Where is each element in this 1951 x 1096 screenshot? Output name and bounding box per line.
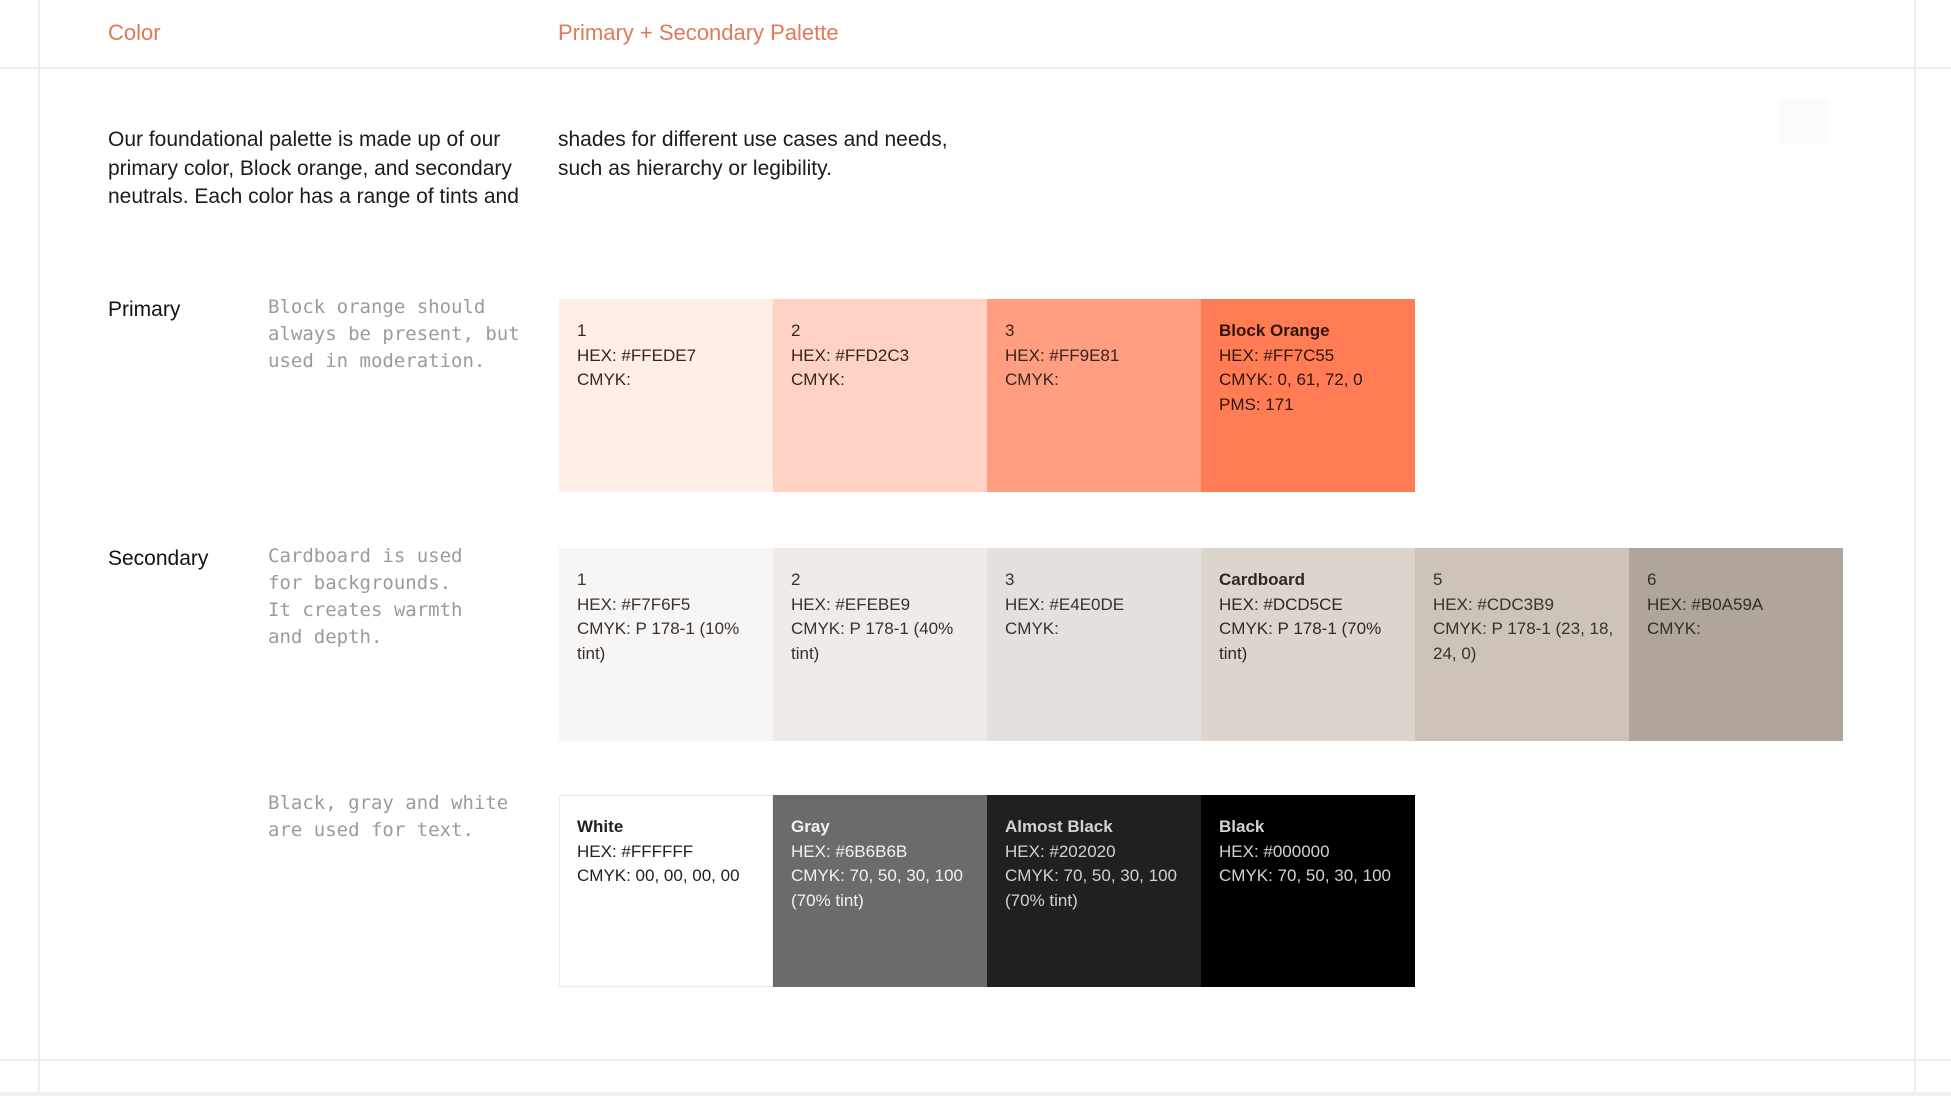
swatch-hex-value: HEX: #CDC3B9 xyxy=(1433,594,1554,614)
intro-line: primary color, Block orange, and seconda… xyxy=(108,156,512,180)
swatch-pms-value: PMS: 171 xyxy=(1219,394,1294,414)
page-title: Primary + Secondary Palette xyxy=(558,20,839,45)
swatch-cmyk-value: CMYK: 0, 61, 72, 0 xyxy=(1219,370,1363,389)
intro-line: such as hierarchy or legibility. xyxy=(558,156,832,180)
secondary-swatch-row: 1 HEX: #F7F6F5 CMYK: P 178-1 (10% tint) … xyxy=(559,548,1843,741)
swatch-name: Gray xyxy=(791,817,830,836)
swatch-name: White xyxy=(577,817,624,836)
intro-line: Our foundational palette is made up of o… xyxy=(108,128,501,151)
swatch-cmyk-value: CMYK: xyxy=(1005,619,1059,638)
swatch-hex-value: HEX: #202020 xyxy=(1005,841,1116,861)
intro-line: shades for different use cases and needs… xyxy=(558,128,948,151)
color-swatch: Cardboard HEX: #DCD5CE CMYK: P 178-1 (70… xyxy=(1201,548,1415,741)
secondary-row-label: Secondary xyxy=(108,547,209,570)
swatch-hex-value: HEX: #DCD5CE xyxy=(1219,594,1343,614)
swatch-cmyk-value: CMYK: xyxy=(577,370,631,389)
swatch-cmyk-value: CMYK: P 178-1 (70% tint) xyxy=(1219,619,1382,663)
secondary-usage-note: Cardboard is used for backgrounds. It cr… xyxy=(268,543,462,651)
intro-paragraph-right: shades for different use cases and needs… xyxy=(558,126,948,183)
swatch-hex-value: HEX: #FF7C55 xyxy=(1219,345,1335,365)
primary-swatch-row: 1 HEX: #FFEDE7 CMYK: 2 HEX: #FFD2C3 CMYK… xyxy=(559,299,1415,492)
intro-line: neutrals. Each color has a range of tint… xyxy=(108,185,519,208)
swatch-name: 3 xyxy=(1005,570,1015,589)
swatch-name: 2 xyxy=(791,321,801,340)
swatch-name: 3 xyxy=(1005,321,1015,340)
swatch-hex-value: HEX: #FFFFFF xyxy=(577,841,694,861)
swatch-name: 1 xyxy=(577,321,587,340)
swatch-hex-value: HEX: #FF9E81 xyxy=(1005,345,1120,365)
swatch-cmyk-value: CMYK: xyxy=(1647,619,1701,638)
swatch-name: Cardboard xyxy=(1219,570,1305,589)
color-swatch: 6 HEX: #B0A59A CMYK: xyxy=(1629,548,1843,741)
color-swatch: Black HEX: #000000 CMYK: 70, 50, 30, 100 xyxy=(1201,795,1415,987)
section-label-color: Color xyxy=(108,20,161,45)
note-line: for backgrounds. xyxy=(268,572,452,594)
text-colors-swatch-row: White HEX: #FFFFFF CMYK: 00, 00, 00, 00 … xyxy=(559,795,1415,987)
swatch-name: 2 xyxy=(791,570,801,589)
note-line: used in moderation. xyxy=(268,350,486,372)
swatch-hex-value: HEX: #EFEBE9 xyxy=(791,594,911,614)
color-swatch: 3 HEX: #FF9E81 CMYK: xyxy=(987,299,1201,492)
color-swatch: 1 HEX: #FFEDE7 CMYK: xyxy=(559,299,773,492)
color-swatch: 5 HEX: #CDC3B9 CMYK: P 178-1 (23, 18, 24… xyxy=(1415,548,1629,741)
note-line: and depth. xyxy=(268,626,383,648)
note-line: Black, gray and white xyxy=(268,792,509,814)
swatch-cmyk-value: CMYK: P 178-1 (23, 18, 24, 0) xyxy=(1433,619,1614,663)
note-line: are used for text. xyxy=(268,819,474,841)
color-swatch: Almost Black HEX: #202020 CMYK: 70, 50, … xyxy=(987,795,1201,987)
note-line: Cardboard is used xyxy=(268,545,463,567)
swatch-cmyk-value: CMYK: P 178-1 (10% tint) xyxy=(577,619,740,663)
faint-placeholder-square xyxy=(1779,99,1828,145)
swatch-hex-value: HEX: #000000 xyxy=(1219,841,1330,861)
slide-bottom-edge xyxy=(0,1092,1951,1096)
slide-left-border xyxy=(38,0,40,1092)
color-swatch: 2 HEX: #EFEBE9 CMYK: P 178-1 (40% tint) xyxy=(773,548,987,741)
header-divider xyxy=(0,67,1951,69)
swatch-cmyk-value: CMYK: xyxy=(791,370,845,389)
swatch-name: 6 xyxy=(1647,570,1657,589)
text-colors-usage-note: Black, gray and white are used for text. xyxy=(268,790,508,844)
swatch-name: Block Orange xyxy=(1219,321,1330,340)
swatch-name: Almost Black xyxy=(1005,817,1113,836)
note-line: always be present, but xyxy=(268,323,520,345)
swatch-cmyk-value: CMYK: xyxy=(1005,370,1059,389)
note-line: Block orange should xyxy=(268,296,486,318)
color-swatch: 3 HEX: #E4E0DE CMYK: xyxy=(987,548,1201,741)
swatch-cmyk-value: CMYK: 00, 00, 00, 00 xyxy=(577,866,740,885)
intro-paragraph-left: Our foundational palette is made up of o… xyxy=(108,126,519,212)
slide-right-border xyxy=(1914,0,1916,1092)
swatch-cmyk-value: CMYK: 70, 50, 30, 100 (70% tint) xyxy=(1005,866,1177,910)
footer-divider xyxy=(0,1059,1951,1061)
color-swatch: 1 HEX: #F7F6F5 CMYK: P 178-1 (10% tint) xyxy=(559,548,773,741)
swatch-hex-value: HEX: #FFEDE7 xyxy=(577,345,697,365)
swatch-name: Black xyxy=(1219,817,1265,836)
color-swatch: 2 HEX: #FFD2C3 CMYK: xyxy=(773,299,987,492)
note-line: It creates warmth xyxy=(268,599,463,621)
swatch-hex-value: HEX: #B0A59A xyxy=(1647,594,1764,614)
swatch-cmyk-value: CMYK: 70, 50, 30, 100 (70% tint) xyxy=(791,866,963,910)
swatch-cmyk-value: CMYK: P 178-1 (40% tint) xyxy=(791,619,954,663)
swatch-hex-value: HEX: #6B6B6B xyxy=(791,841,908,861)
swatch-name: 1 xyxy=(577,570,587,589)
primary-usage-note: Block orange should always be present, b… xyxy=(268,294,520,375)
swatch-cmyk-value: CMYK: 70, 50, 30, 100 xyxy=(1219,866,1391,885)
primary-row-label: Primary xyxy=(108,298,181,321)
swatch-hex-value: HEX: #E4E0DE xyxy=(1005,594,1125,614)
swatch-hex-value: HEX: #FFD2C3 xyxy=(791,345,910,365)
swatch-name: 5 xyxy=(1433,570,1443,589)
color-swatch: Block Orange HEX: #FF7C55 CMYK: 0, 61, 7… xyxy=(1201,299,1415,492)
swatch-hex-value: HEX: #F7F6F5 xyxy=(577,594,691,614)
color-swatch: White HEX: #FFFFFF CMYK: 00, 00, 00, 00 xyxy=(559,795,773,987)
color-swatch: Gray HEX: #6B6B6B CMYK: 70, 50, 30, 100 … xyxy=(773,795,987,987)
